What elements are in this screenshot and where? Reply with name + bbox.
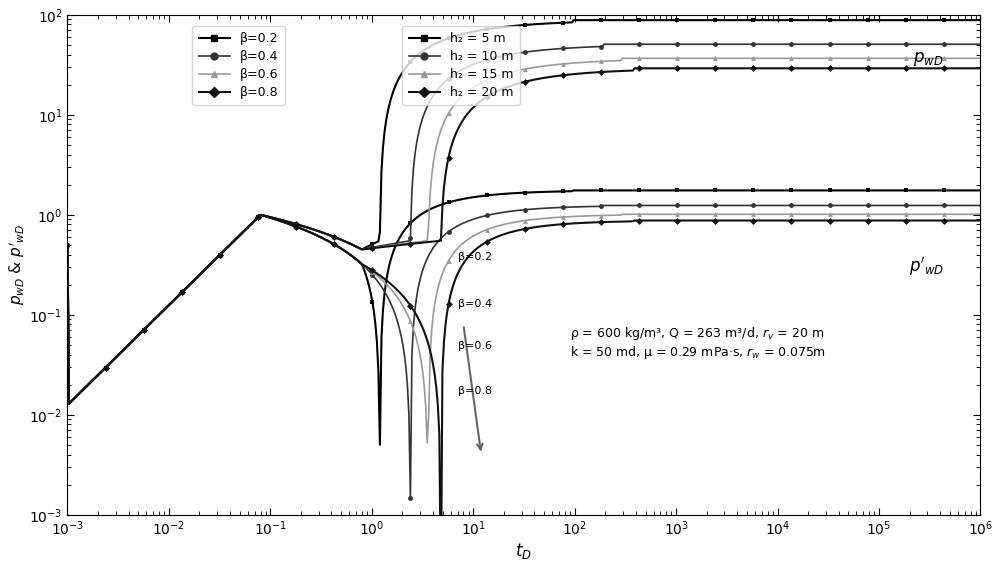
Y-axis label: $p_{wD}$ & $p'_{wD}$: $p_{wD}$ & $p'_{wD}$ bbox=[7, 224, 27, 306]
Text: $p_{wD}$: $p_{wD}$ bbox=[913, 50, 944, 68]
Text: ρ = 600 kg/m³, Q = 263 m³/d, $r_v$ = 20 m
k = 50 md, μ = 0.29 mPa·s, $r_w$ = 0.0: ρ = 600 kg/m³, Q = 263 m³/d, $r_v$ = 20 … bbox=[570, 325, 826, 361]
Text: β=0.6: β=0.6 bbox=[458, 341, 492, 352]
Text: β=0.8: β=0.8 bbox=[458, 386, 492, 396]
Text: $p'_{wD}$: $p'_{wD}$ bbox=[909, 255, 944, 278]
Text: β=0.2: β=0.2 bbox=[458, 252, 492, 262]
Text: β=0.4: β=0.4 bbox=[458, 299, 492, 309]
X-axis label: $t_D$: $t_D$ bbox=[515, 541, 532, 561]
Legend: h₂ = 5 m, h₂ = 10 m, h₂ = 15 m, h₂ = 20 m: h₂ = 5 m, h₂ = 10 m, h₂ = 15 m, h₂ = 20 … bbox=[402, 26, 520, 106]
